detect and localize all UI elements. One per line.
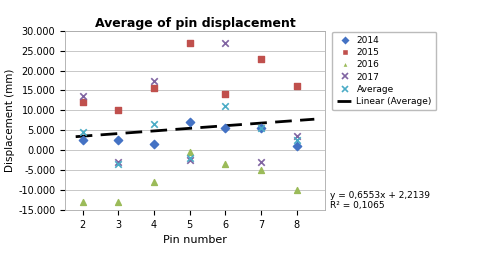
Point	[114, 108, 122, 112]
Point	[292, 134, 300, 138]
Point	[257, 126, 265, 130]
Point	[79, 94, 87, 99]
Point	[257, 168, 265, 172]
Point	[186, 41, 194, 45]
Point	[257, 126, 265, 130]
Point	[114, 162, 122, 166]
Point	[222, 92, 230, 97]
Point	[114, 138, 122, 142]
Point	[222, 126, 230, 130]
Point	[186, 120, 194, 124]
X-axis label: Pin number: Pin number	[163, 235, 227, 245]
Point	[79, 200, 87, 204]
Text: y = 0,6553x + 2,2139
R² = 0,1065: y = 0,6553x + 2,2139 R² = 0,1065	[330, 190, 430, 210]
Point	[186, 150, 194, 154]
Legend: 2014, 2015, 2016, 2017, Average, Linear (Average): 2014, 2015, 2016, 2017, Average, Linear …	[332, 32, 436, 111]
Point	[150, 87, 158, 91]
Point	[114, 200, 122, 204]
Point	[292, 144, 300, 148]
Point	[150, 122, 158, 126]
Point	[79, 130, 87, 134]
Point	[222, 162, 230, 166]
Y-axis label: Displacement (mm): Displacement (mm)	[5, 69, 15, 172]
Point	[222, 41, 230, 45]
Point	[186, 156, 194, 160]
Point	[79, 100, 87, 104]
Point	[257, 57, 265, 61]
Point	[79, 138, 87, 142]
Title: Average of pin displacement: Average of pin displacement	[94, 17, 296, 29]
Point	[150, 180, 158, 184]
Point	[186, 158, 194, 162]
Point	[292, 188, 300, 192]
Point	[150, 78, 158, 82]
Point	[292, 138, 300, 142]
Point	[257, 160, 265, 164]
Point	[292, 84, 300, 89]
Point	[114, 160, 122, 164]
Point	[222, 104, 230, 109]
Point	[150, 142, 158, 146]
